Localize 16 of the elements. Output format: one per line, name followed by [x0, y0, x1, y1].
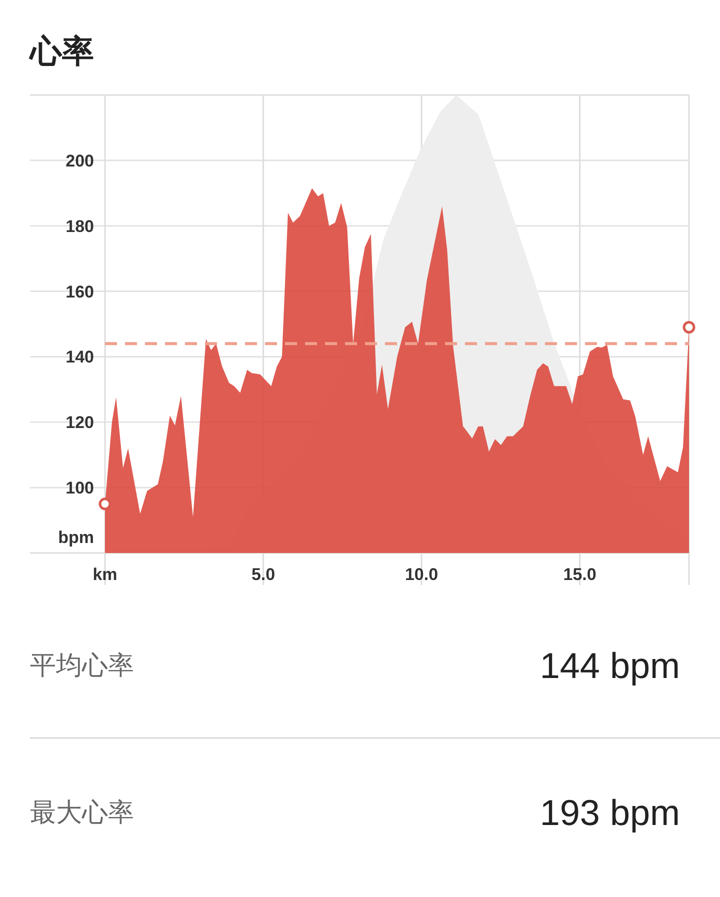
y-axis-title: bpm	[58, 528, 94, 547]
y-tick-label: 120	[66, 413, 94, 432]
x-tick-label: km	[92, 565, 118, 584]
chart-title: 心率	[28, 33, 94, 69]
y-tick-label: 100	[66, 478, 94, 498]
text: 最大心率	[30, 797, 134, 827]
text: 平均心率	[30, 650, 134, 680]
x-tick-label: 5.0	[251, 565, 276, 584]
y-tick-label: 200	[66, 151, 94, 170]
x-tick-label: 10.0	[404, 565, 438, 584]
y-tick-label: 180	[66, 216, 94, 236]
text: 144 bpm	[540, 645, 680, 686]
y-tick-label: 160	[66, 282, 94, 302]
x-tick-label: 15.0	[563, 565, 596, 584]
text: 193 bpm	[540, 792, 680, 833]
y-tick-label: 140	[66, 348, 94, 367]
